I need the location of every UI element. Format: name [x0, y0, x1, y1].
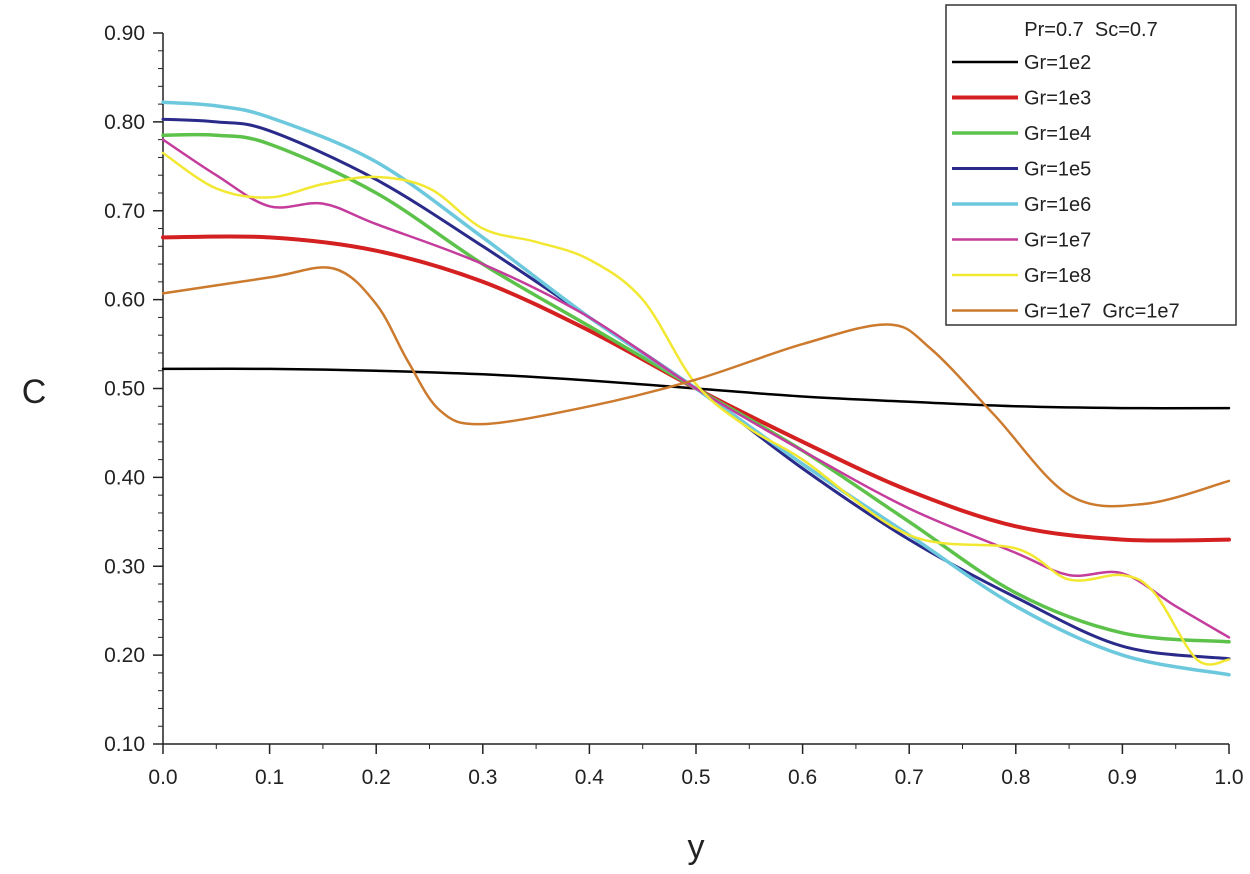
y-tick-label: 0.80 [104, 111, 145, 134]
x-tick-label: 0.3 [468, 766, 497, 789]
series-line-gr-1e7-grc-1e7 [161, 266, 1231, 508]
x-tick-label: 0.6 [788, 766, 817, 789]
x-tick-label: 0.8 [1001, 766, 1030, 789]
y-tick-label: 0.90 [104, 22, 145, 45]
x-tick-label: 0.7 [895, 766, 924, 789]
x-axis: 0.0 0.1 0.2 0.3 0.4 0.5 0.6 0.7 0.8 0.9 1.0 [148, 744, 1244, 789]
legend-label: Gr=1e8 [1024, 265, 1091, 287]
y-tick-label: 0.40 [104, 466, 145, 489]
legend-box [945, 4, 1237, 326]
legend-label: Gr=1e6 [1024, 194, 1091, 216]
series-line-gr-1e8 [161, 151, 1231, 666]
x-tick-label: 0.4 [575, 766, 605, 789]
x-tick-label: 0.5 [681, 766, 710, 789]
x-tick-label: 0.1 [255, 766, 284, 789]
y-tick-label: 0.50 [104, 378, 145, 401]
legend-label: Gr=1e3 [1024, 88, 1091, 110]
legend-label: Gr=1e5 [1024, 159, 1091, 181]
legend-label: Gr=1e2 [1024, 52, 1091, 74]
series-line-gr-1e7 [161, 138, 1231, 639]
legend: Pr=0.7 Sc=0.7 Gr=1e2Gr=1e3Gr=1e4Gr=1e5Gr… [945, 4, 1237, 326]
legend-title: Pr=0.7 Sc=0.7 [1024, 19, 1157, 41]
y-tick-label: 0.30 [104, 555, 145, 578]
y-axis: 0.10 0.20 0.30 0.40 0.50 0.60 0.70 0.80 0.90 [104, 22, 163, 756]
legend-label: Gr=1e4 [1024, 123, 1091, 145]
x-tick-label: 0.2 [362, 766, 391, 789]
x-tick-label: 1.0 [1214, 766, 1243, 789]
y-tick-label: 0.20 [104, 644, 145, 667]
x-tick-label: 0.0 [148, 766, 177, 789]
y-tick-label: 0.10 [104, 733, 145, 756]
y-axis-title: C [22, 373, 47, 411]
legend-items: Gr=1e2 Gr=1e3 Gr=1e4 Gr=1e5 Gr=1e6 Gr=1e7 Gr=1… [952, 52, 1180, 323]
legend-label: Gr=1e7 Grc=1e7 [1024, 301, 1180, 323]
x-axis-title: y [688, 828, 705, 866]
series-lines [161, 100, 1231, 677]
y-tick-label: 0.70 [104, 200, 145, 223]
y-tick-label: 0.60 [104, 289, 145, 312]
legend-label: Gr=1e7 [1024, 230, 1091, 252]
x-tick-label: 0.9 [1108, 766, 1137, 789]
